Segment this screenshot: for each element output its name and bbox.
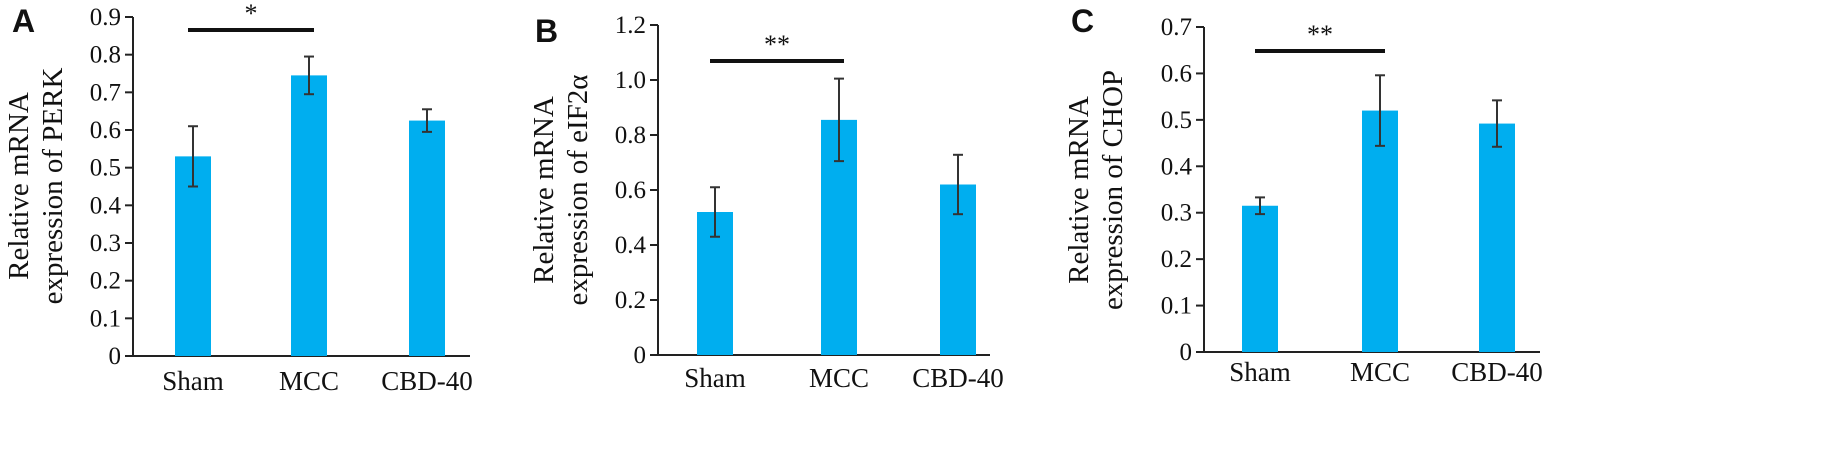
y-tick-label: 0.3 [1161,200,1192,227]
y-axis-title-line2: expression of CHOP [1097,70,1129,310]
y-tick-label: 0.1 [1161,293,1192,320]
y-tick-label: 0.6 [615,177,646,204]
significance-label: * [245,0,258,28]
y-tick-label: 0.2 [1161,246,1192,273]
y-tick-label: 0.4 [90,192,122,219]
y-tick-label: 0.7 [1161,14,1192,41]
y-tick-label: 0.2 [615,287,646,314]
y-tick-label: 0.3 [90,230,121,257]
category-label: MCC [809,363,869,393]
bar [1479,123,1515,352]
panel-b: B 0 0.2 0.4 0.6 0.8 1.0 1.2 Sham MCC CBD-40 ** Relat… [528,12,1004,393]
y-tick-label: 0.7 [90,79,121,106]
category-label: CBD-40 [381,366,473,396]
y-tick-label: 1.2 [615,12,646,39]
category-label: MCC [1350,357,1410,387]
category-label: CBD-40 [1451,357,1543,387]
category-label: MCC [279,366,339,396]
y-tick-label: 0 [634,342,647,369]
y-tick-label: 0.1 [90,305,121,332]
category-label: Sham [1229,357,1291,387]
y-tick-label: 0.5 [90,155,121,182]
y-axis-title-line1: Relative mRNA [528,96,560,284]
panel-a: A 0 0.1 0.2 0.3 0.4 0.5 0.6 0.7 0.8 0.9 Sham MCC CBD-… [3,0,473,396]
y-tick-label: 1.0 [615,67,646,94]
y-tick-label: 0 [109,343,122,370]
bar [1362,110,1398,352]
y-tick-label: 0 [1180,339,1193,366]
y-tick-label: 0.4 [1161,153,1193,180]
category-label: CBD-40 [912,363,1004,393]
y-tick-label: 0.6 [90,117,121,144]
category-label: Sham [162,366,224,396]
bar [409,120,445,356]
y-tick-label: 0.9 [90,4,121,31]
y-axis-title-line2: expression of eIF2α [562,74,594,305]
y-tick-label: 0.5 [1161,107,1192,134]
y-tick-label: 0.4 [615,232,647,259]
panel-c: C 0 0.1 0.2 0.3 0.4 0.5 0.6 0.7 Sham MCC CBD-40 ** Re… [1063,3,1543,387]
category-label: Sham [684,363,746,393]
bar [1242,205,1278,352]
y-tick-label: 0.8 [615,122,646,149]
panel-letter: C [1071,3,1094,39]
y-tick-label: 0.2 [90,268,121,295]
y-tick-label: 0.6 [1161,60,1192,87]
y-tick-label: 0.8 [90,42,121,69]
panel-letter: A [12,3,35,39]
y-axis-title-line1: Relative mRNA [1063,96,1095,284]
significance-label: ** [1307,20,1333,49]
y-axis-title-line1: Relative mRNA [3,92,35,280]
bar [291,75,327,356]
y-axis-title-line2: expression of PERK [37,68,69,305]
significance-label: ** [764,30,790,59]
bar [175,156,211,356]
panel-letter: B [535,13,558,49]
